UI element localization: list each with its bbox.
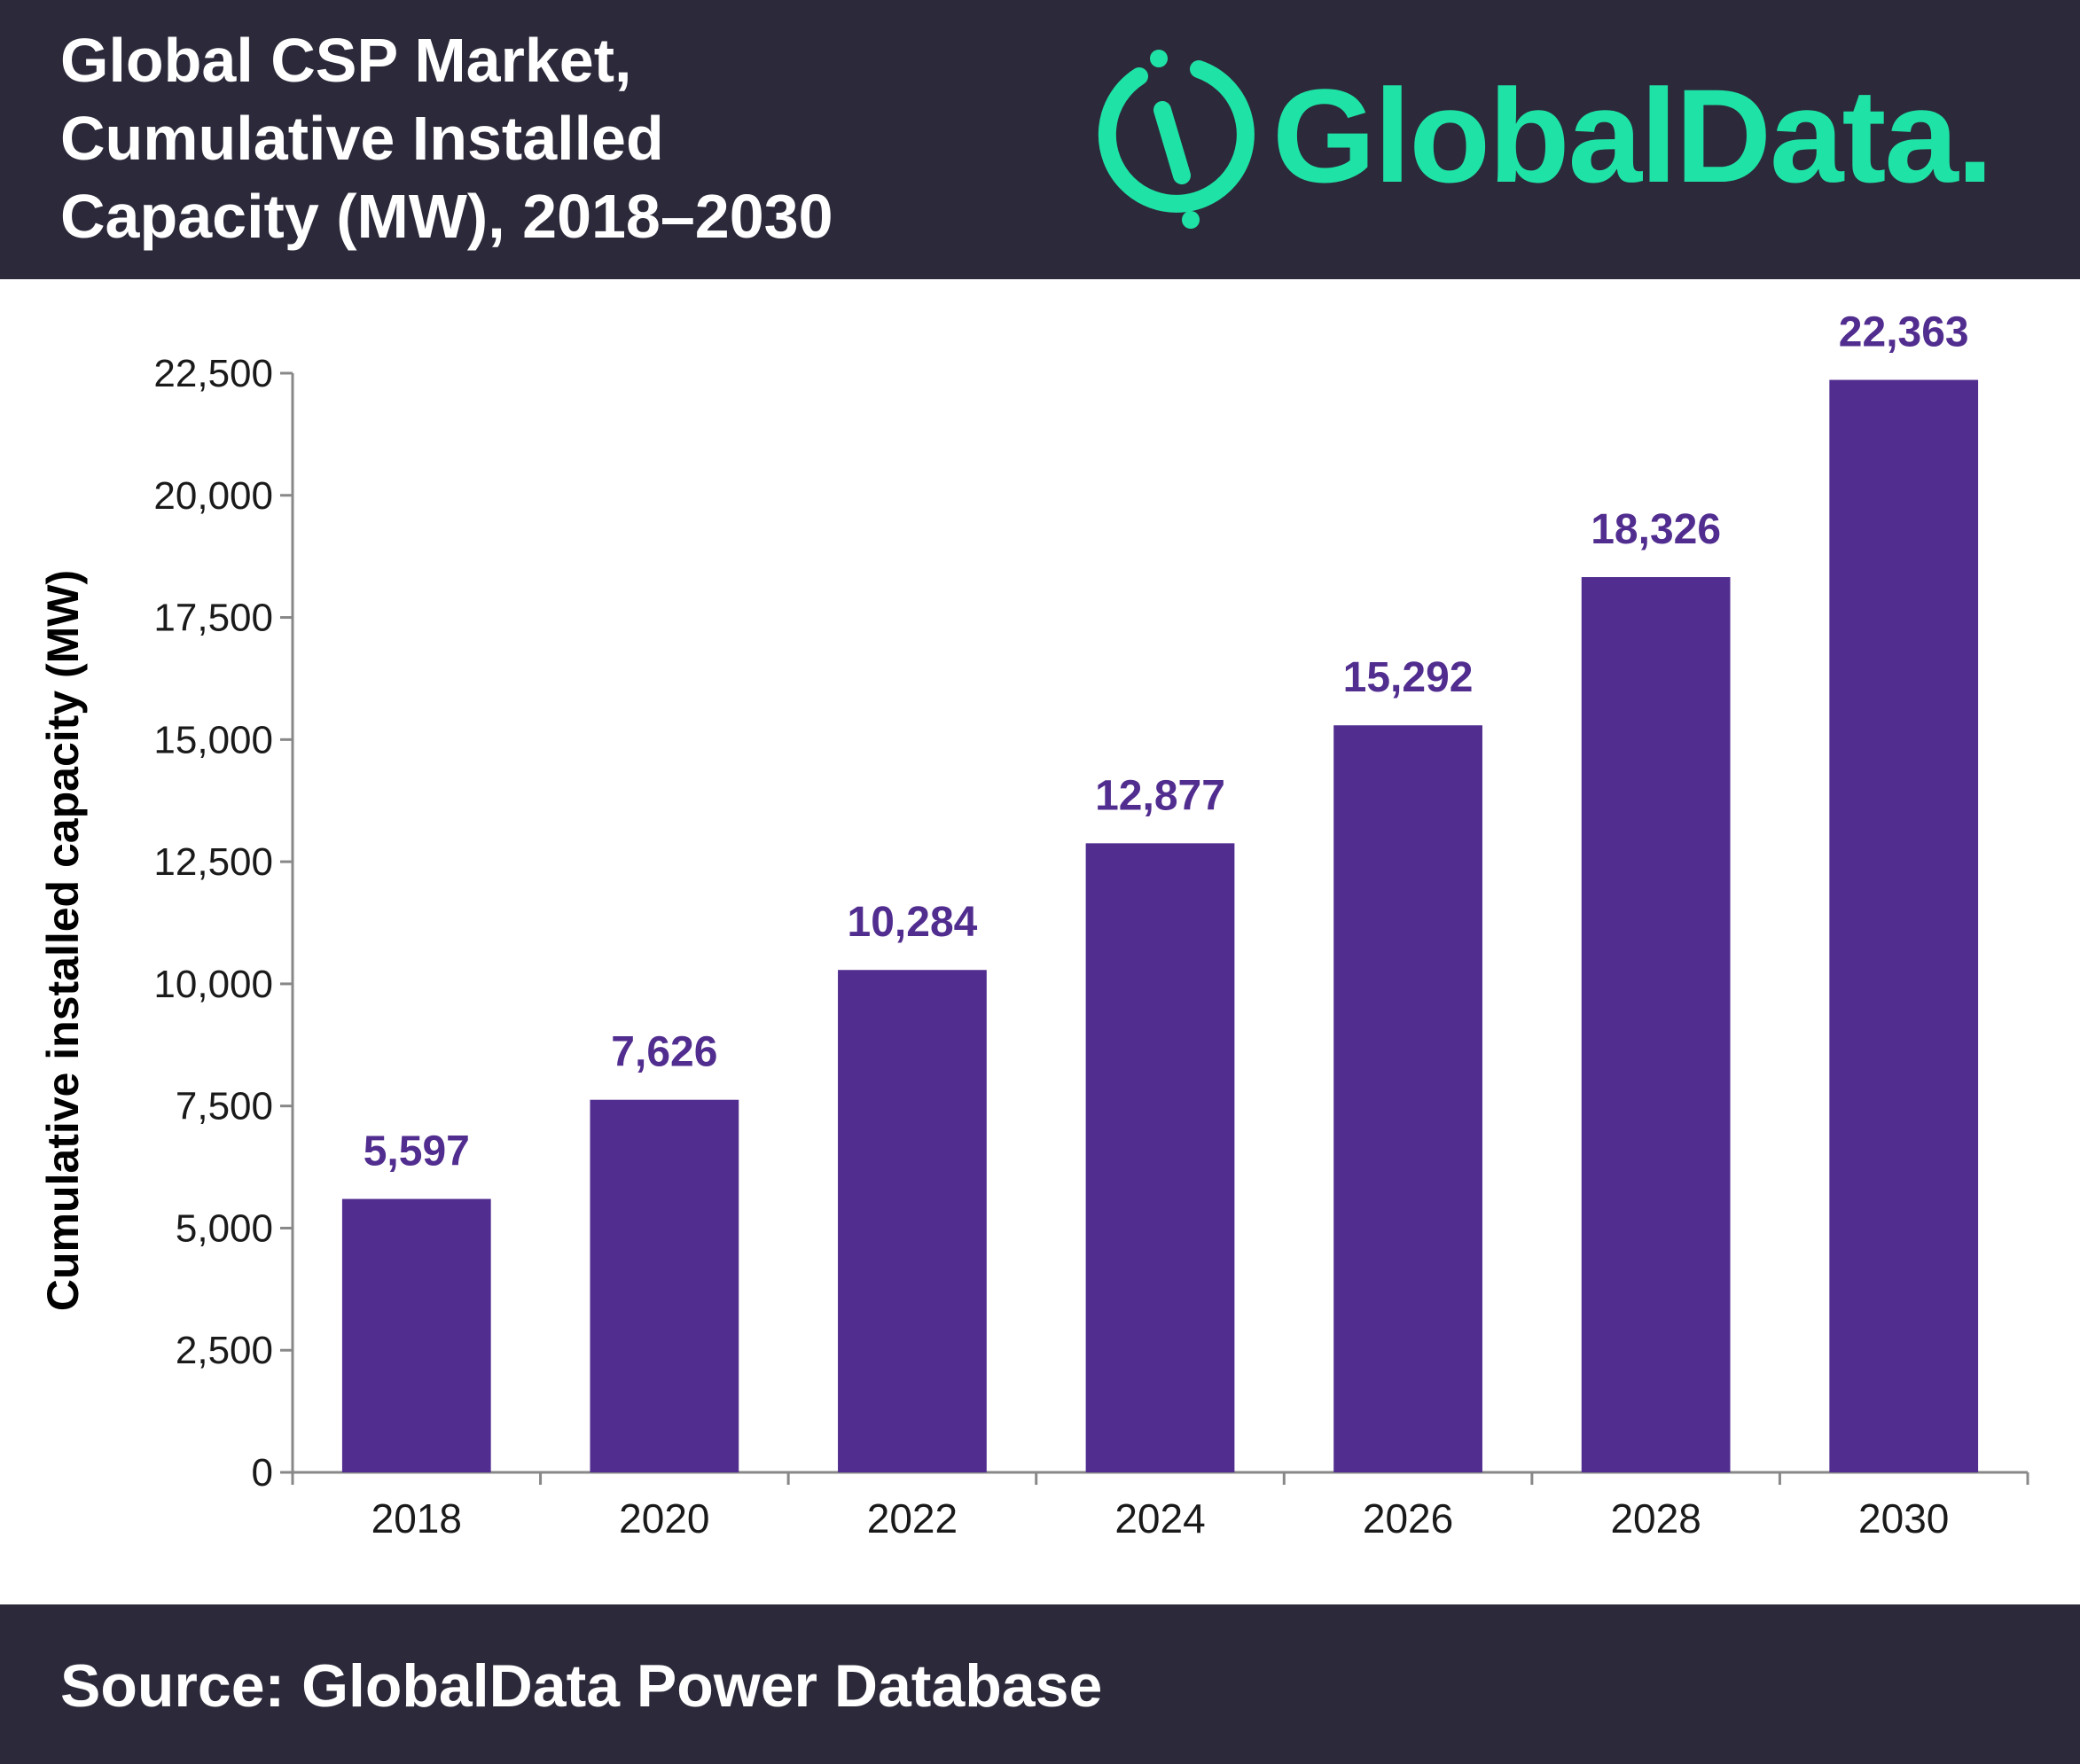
y-tick-label: 12,500 [153,840,273,884]
y-tick-label: 5,000 [176,1206,273,1250]
y-tick-label: 2,500 [176,1329,273,1372]
x-tick-label: 2026 [1363,1495,1453,1542]
bar [341,1198,491,1472]
chart-header: Global CSP Market, Cumulative Installed … [0,0,2080,279]
bar [1085,843,1235,1472]
data-label: 18,326 [1591,506,1721,553]
x-tick-label: 2018 [371,1495,462,1542]
chart-footer: Source: GlobalData Power Database [0,1604,2080,1764]
x-tick-label: 2020 [619,1495,709,1542]
bar [1581,577,1731,1472]
y-tick-label: 15,000 [153,718,273,761]
bar [590,1099,739,1472]
data-label: 5,597 [364,1128,470,1175]
source-note: Source: GlobalData Power Database [60,1652,1103,1720]
bar [1829,379,1979,1472]
data-label: 7,626 [611,1029,717,1076]
x-tick-label: 2030 [1858,1495,1949,1542]
y-tick-label: 17,500 [153,597,273,640]
globaldata-logo: GlobalData. [1077,43,2044,238]
data-label: 15,292 [1343,654,1474,701]
y-tick-label: 10,000 [153,963,273,1006]
bar [1333,725,1482,1472]
y-tick-label: 0 [252,1451,273,1495]
globaldata-logo-mark-icon [1098,50,1255,229]
x-tick-label: 2022 [867,1495,958,1542]
globaldata-logo-text: GlobalData. [1272,61,1993,210]
y-tick-label: 7,500 [176,1085,273,1128]
chart-title: Global CSP Market, Cumulative Installed … [60,26,833,251]
data-label: 22,363 [1839,309,1969,356]
x-tick-label: 2028 [1610,1495,1701,1542]
bar [838,970,987,1472]
data-label: 12,877 [1095,772,1225,819]
data-label: 10,284 [848,899,978,946]
x-tick-label: 2024 [1114,1495,1205,1542]
y-tick-label: 20,000 [153,474,273,518]
y-tick-label: 22,500 [153,352,273,395]
y-axis-title: Cumulative installed capacity (MW) [38,570,88,1311]
bar-chart: 0 2,500 5,000 7,500 10,000 12,500 15,000 17,500… [38,309,2029,1542]
